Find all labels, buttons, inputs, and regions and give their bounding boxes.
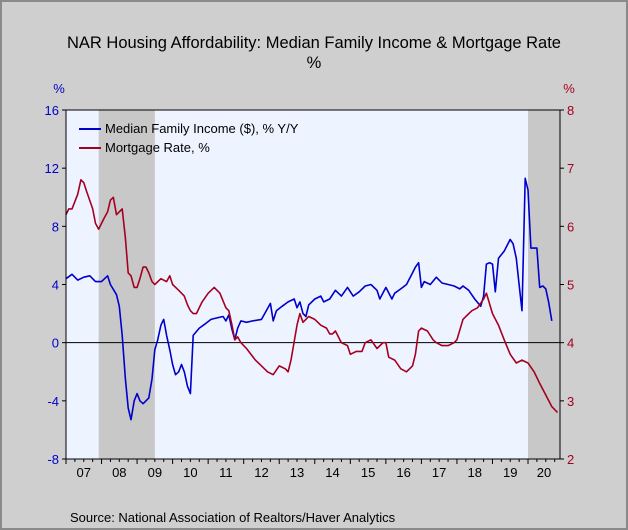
left-tick-label: 16 bbox=[45, 103, 59, 118]
right-tick-label: 5 bbox=[567, 278, 574, 293]
chart-subtitle: % bbox=[307, 54, 322, 72]
left-tick-label: 0 bbox=[52, 336, 59, 351]
recession-band bbox=[528, 110, 560, 459]
mortgage-series-line bbox=[65, 179, 559, 414]
x-tick-label: 07 bbox=[77, 465, 91, 480]
left-tick-label: 8 bbox=[52, 219, 59, 234]
right-axis: 2 3 4 5 6 7 8 bbox=[560, 103, 574, 467]
x-tick-label: 08 bbox=[112, 465, 126, 480]
recession-band bbox=[98, 110, 155, 459]
x-tick-label: 19 bbox=[503, 465, 517, 480]
x-tick-label: 11 bbox=[219, 465, 233, 480]
left-tick-label: -4 bbox=[47, 394, 59, 409]
x-tick-label: 14 bbox=[325, 465, 339, 480]
right-tick-label: 7 bbox=[567, 161, 574, 176]
chart-title: NAR Housing Affordability: Median Family… bbox=[67, 34, 561, 52]
left-tick-label: 12 bbox=[45, 161, 59, 176]
left-axis: -8 -4 0 4 8 12 16 bbox=[45, 103, 66, 467]
x-tick-label: 16 bbox=[396, 465, 410, 480]
recession-shading bbox=[98, 110, 560, 459]
right-tick-label: 2 bbox=[567, 452, 574, 467]
source-note: Source: National Association of Realtors… bbox=[70, 510, 396, 525]
legend-label-mortgage: Mortgage Rate, % bbox=[105, 140, 210, 155]
x-tick-label: 18 bbox=[467, 465, 481, 480]
right-tick-label: 4 bbox=[567, 336, 574, 351]
x-tick-label: 10 bbox=[183, 465, 197, 480]
left-axis-unit: % bbox=[53, 81, 65, 96]
left-tick-label: -8 bbox=[47, 452, 59, 467]
right-tick-label: 6 bbox=[567, 219, 574, 234]
series-lines bbox=[65, 177, 559, 421]
right-tick-label: 8 bbox=[567, 103, 574, 118]
right-axis-unit: % bbox=[563, 81, 575, 96]
right-tick-label: 3 bbox=[567, 394, 574, 409]
x-tick-label: 15 bbox=[361, 465, 375, 480]
income-series-line bbox=[65, 177, 553, 421]
left-tick-label: 4 bbox=[52, 278, 59, 293]
legend: Median Family Income ($), % Y/Y Mortgage… bbox=[79, 121, 299, 155]
x-tick-label: 13 bbox=[290, 465, 304, 480]
x-tick-label: 17 bbox=[432, 465, 446, 480]
x-tick-label: 12 bbox=[254, 465, 268, 480]
x-tick-label: 20 bbox=[537, 465, 551, 480]
x-axis: 07 08 09 10 11 12 13 14 15 16 17 18 19 20 bbox=[65, 459, 556, 480]
x-tick-label: 09 bbox=[148, 465, 162, 480]
legend-label-income: Median Family Income ($), % Y/Y bbox=[105, 121, 299, 136]
